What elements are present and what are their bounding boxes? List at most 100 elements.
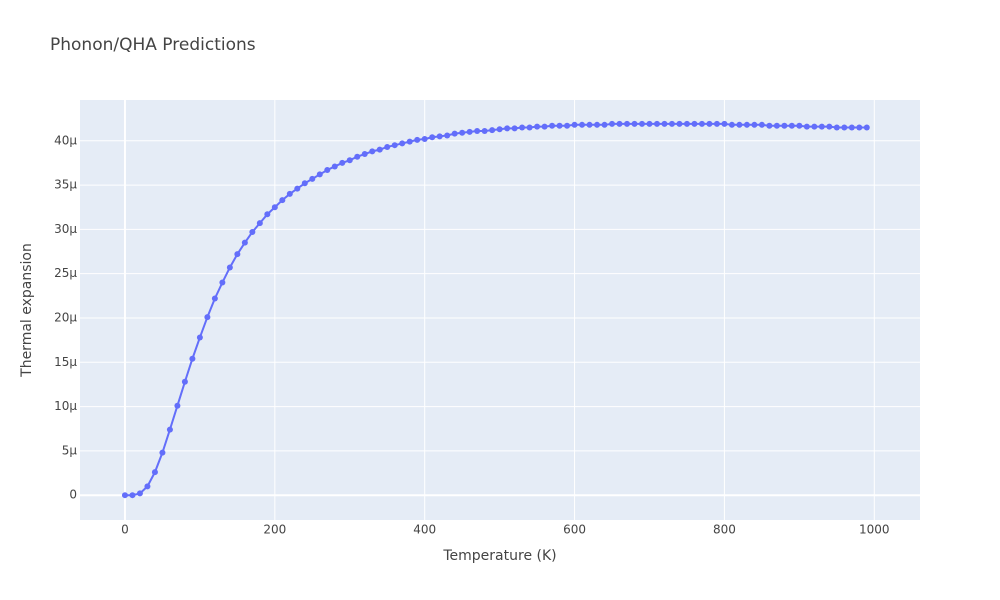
- data-point: [346, 157, 353, 164]
- data-point: [863, 124, 870, 131]
- data-point: [504, 125, 511, 132]
- data-point: [331, 163, 338, 170]
- data-point: [601, 121, 608, 128]
- data-point: [631, 120, 638, 127]
- data-point: [159, 449, 166, 456]
- data-point: [646, 120, 653, 127]
- data-point: [773, 122, 780, 129]
- data-point: [796, 122, 803, 129]
- data-point: [301, 180, 308, 187]
- data-point: [136, 490, 143, 497]
- data-point: [743, 121, 750, 128]
- data-point: [811, 123, 818, 130]
- series-line: [124, 122, 867, 497]
- x-tick-label: 600: [563, 523, 586, 537]
- data-point: [571, 121, 578, 128]
- data-point: [211, 295, 218, 302]
- data-point: [391, 142, 398, 149]
- data-point: [624, 120, 631, 127]
- data-point: [541, 123, 548, 130]
- data-point: [803, 123, 810, 130]
- data-point: [309, 175, 316, 182]
- data-point: [339, 159, 346, 166]
- data-point: [833, 124, 840, 131]
- data-point: [481, 128, 488, 135]
- x-tick-label: 800: [713, 523, 736, 537]
- y-tick-label: 30µ: [54, 222, 77, 236]
- x-tick-label: 0: [121, 523, 129, 537]
- data-point: [594, 121, 601, 128]
- data-point: [376, 146, 383, 153]
- data-point: [788, 122, 795, 129]
- data-point: [736, 121, 743, 128]
- data-point: [766, 122, 773, 129]
- data-point: [661, 120, 668, 127]
- data-point: [713, 120, 720, 127]
- data-point: [226, 264, 233, 271]
- data-point: [279, 197, 286, 204]
- data-point: [361, 151, 368, 158]
- data-point: [683, 120, 690, 127]
- chart-title: Phonon/QHA Predictions: [50, 35, 256, 55]
- data-point: [474, 128, 481, 135]
- data-point: [451, 130, 458, 137]
- data-point: [668, 120, 675, 127]
- y-axis-title: Thermal expansion: [19, 243, 35, 378]
- data-point: [534, 123, 541, 130]
- data-point: [174, 402, 181, 409]
- y-tick-label: 10µ: [54, 399, 77, 413]
- data-point: [196, 334, 203, 341]
- y-tick-label: 0: [69, 488, 77, 502]
- data-point: [166, 426, 173, 433]
- data-point: [414, 136, 421, 143]
- x-tick-label: 400: [413, 523, 436, 537]
- y-tick-label: 25µ: [54, 266, 77, 280]
- data-point: [721, 120, 728, 127]
- data-point: [511, 125, 518, 132]
- plot-area: [80, 100, 920, 520]
- data-point: [241, 239, 248, 246]
- data-point: [751, 121, 758, 128]
- data-point: [189, 355, 196, 362]
- data-point: [369, 148, 376, 155]
- data-point: [489, 127, 496, 134]
- data-point: [271, 204, 278, 211]
- data-point: [826, 123, 833, 130]
- data-point: [706, 120, 713, 127]
- data-point: [691, 120, 698, 127]
- data-point: [459, 129, 466, 136]
- data-point: [129, 492, 136, 499]
- x-tick-label: 200: [263, 523, 286, 537]
- data-point: [526, 124, 533, 131]
- data-point: [324, 167, 331, 173]
- data-point: [758, 121, 765, 128]
- data-point: [234, 251, 241, 258]
- data-point: [264, 211, 271, 218]
- data-point: [549, 122, 556, 129]
- data-point: [856, 124, 863, 131]
- y-tick-label: 5µ: [62, 443, 78, 457]
- data-point: [653, 120, 660, 127]
- y-tick-label: 40µ: [54, 133, 77, 147]
- data-point: [519, 124, 526, 131]
- data-point: [421, 135, 428, 142]
- data-point: [638, 120, 645, 127]
- data-point: [609, 120, 616, 127]
- data-point: [728, 121, 735, 128]
- data-point: [406, 138, 413, 145]
- data-point: [204, 314, 211, 321]
- data-point: [436, 133, 443, 140]
- data-point: [384, 143, 391, 150]
- data-point: [466, 128, 473, 135]
- data-point: [219, 279, 226, 286]
- data-point: [616, 120, 623, 127]
- data-point: [151, 469, 158, 476]
- data-point: [848, 124, 855, 131]
- data-point: [181, 378, 188, 385]
- data-point: [256, 220, 263, 227]
- data-point: [841, 124, 848, 131]
- data-point: [249, 229, 256, 236]
- x-axis-title: Temperature (K): [442, 548, 556, 564]
- data-point: [496, 126, 503, 133]
